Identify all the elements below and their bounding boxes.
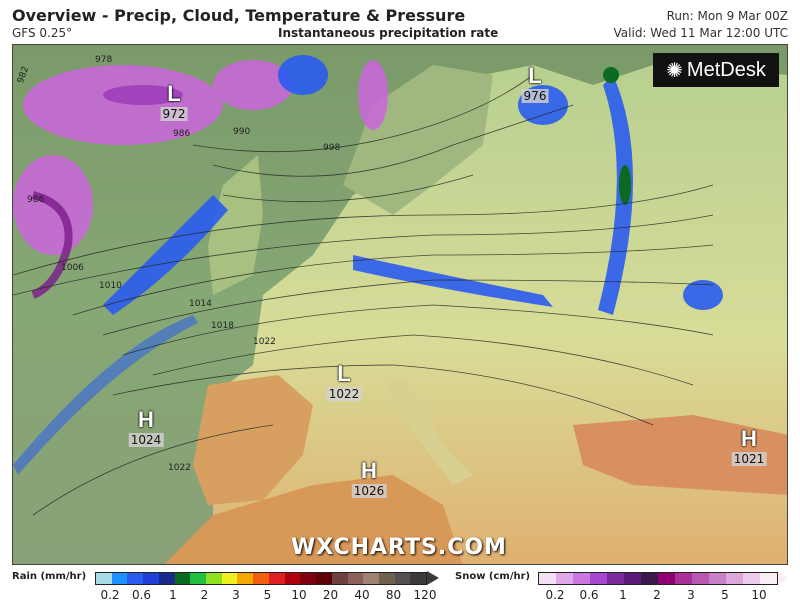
color-swatch [127,573,144,584]
color-swatch [658,573,675,584]
watermark: WXCHARTS.COM [291,535,507,560]
tick-label: 2 [653,588,661,602]
tick-label: 0.2 [545,588,565,602]
land-iberia [193,375,313,505]
valid-time: Valid: Wed 11 Mar 12:00 UTC [613,26,788,40]
tick-label: 2 [200,588,209,602]
tick-label: 5 [721,588,729,602]
pressure-center: H 1024 [128,407,164,447]
tick-label: 1 [169,588,177,602]
isobar-label: 1006 [61,263,84,273]
color-swatch [556,573,573,584]
logo-star-icon: ✺ [666,59,683,82]
tick-label: 20 [322,588,339,602]
tick-label: 3 [687,588,695,602]
isobar-label: 1022 [253,337,276,347]
color-swatch [111,573,128,584]
color-swatch [174,573,191,584]
rain-areas [13,55,723,475]
pressure-center: L 972 [160,81,188,121]
color-swatch [221,573,238,584]
color-swatch [347,573,364,584]
color-swatch [237,573,254,584]
land-africa [164,475,463,564]
isobar-label: 998 [323,143,341,153]
color-swatch [709,573,726,584]
color-swatch [726,573,743,584]
color-swatch [675,573,692,584]
rain-legend-label: Rain (mm/hr) [12,571,87,582]
color-swatch [253,573,269,584]
color-swatch [760,573,777,584]
tick-label: 0.6 [131,588,152,602]
rain-colorbar-arrow [427,571,439,585]
color-swatch [284,573,301,584]
color-swatch [624,573,641,584]
color-swatch [143,573,159,584]
color-swatch [607,573,624,584]
color-swatch [363,573,379,584]
color-swatch [378,573,395,584]
tick-label: 80 [385,588,402,602]
isobar-label: 1018 [211,321,234,331]
header: Overview - Precip, Cloud, Temperature & … [0,0,800,45]
isobar-label: 990 [233,127,251,137]
rain-colorbar [95,572,427,585]
isobars [13,74,714,516]
isobar-label: 1010 [99,281,122,291]
legend: Rain (mm/hr) 0.2 0.6 1 2 3 5 10 20 40 80 120 Snow … [0,566,800,613]
isobar-label: 1014 [189,299,212,309]
color-swatch [394,573,411,584]
color-swatch [692,573,709,584]
color-swatch [316,573,332,584]
land-britain [208,155,263,295]
pressure-center: L 1022 [326,361,362,401]
tick-label: 5 [263,588,272,602]
color-swatch [158,573,175,584]
tick-label: 10 [291,588,307,602]
color-swatch [300,573,317,584]
snow-legend-label: Snow (cm/hr) [455,571,531,582]
color-swatch [190,573,207,584]
map-graphic [13,45,787,564]
pressure-center: H 1021 [731,426,767,466]
color-swatch [743,573,760,584]
land-italy [383,375,473,485]
color-swatch [268,573,285,584]
tick-label: 40 [354,588,370,602]
run-time: Run: Mon 9 Mar 00Z [666,9,788,23]
color-swatch [539,573,556,584]
isobar-label: 986 [173,129,191,139]
isobar-label: 986 [27,195,45,205]
color-swatch [206,573,222,584]
model-label: GFS 0.25° [12,26,73,40]
chart-title: Overview - Precip, Cloud, Temperature & … [12,6,466,25]
pressure-center: H 1026 [351,458,387,498]
color-swatch [573,573,590,584]
color-swatch [641,573,658,584]
isobar-label: 1022 [168,463,191,473]
tick-label: 1 [619,588,627,602]
snow-colorbar [538,572,778,585]
isobar-label: 978 [95,55,113,65]
chart-subtitle: Instantaneous precipitation rate [278,26,499,40]
color-swatch [96,573,112,584]
tick-label: 10 [751,588,767,602]
color-swatch [331,573,348,584]
color-swatch [410,573,427,584]
pressure-center: L 976 [521,63,549,103]
land-turkey [573,415,787,495]
tick-label: 0.2 [100,588,120,602]
color-swatch [590,573,607,584]
tick-label: 3 [232,588,240,602]
snow-colorbar-arrow [778,571,788,585]
tick-label: 120 [413,588,437,602]
tick-label: 0.6 [579,588,599,602]
metdesk-logo: ✺ MetDesk [653,53,779,87]
